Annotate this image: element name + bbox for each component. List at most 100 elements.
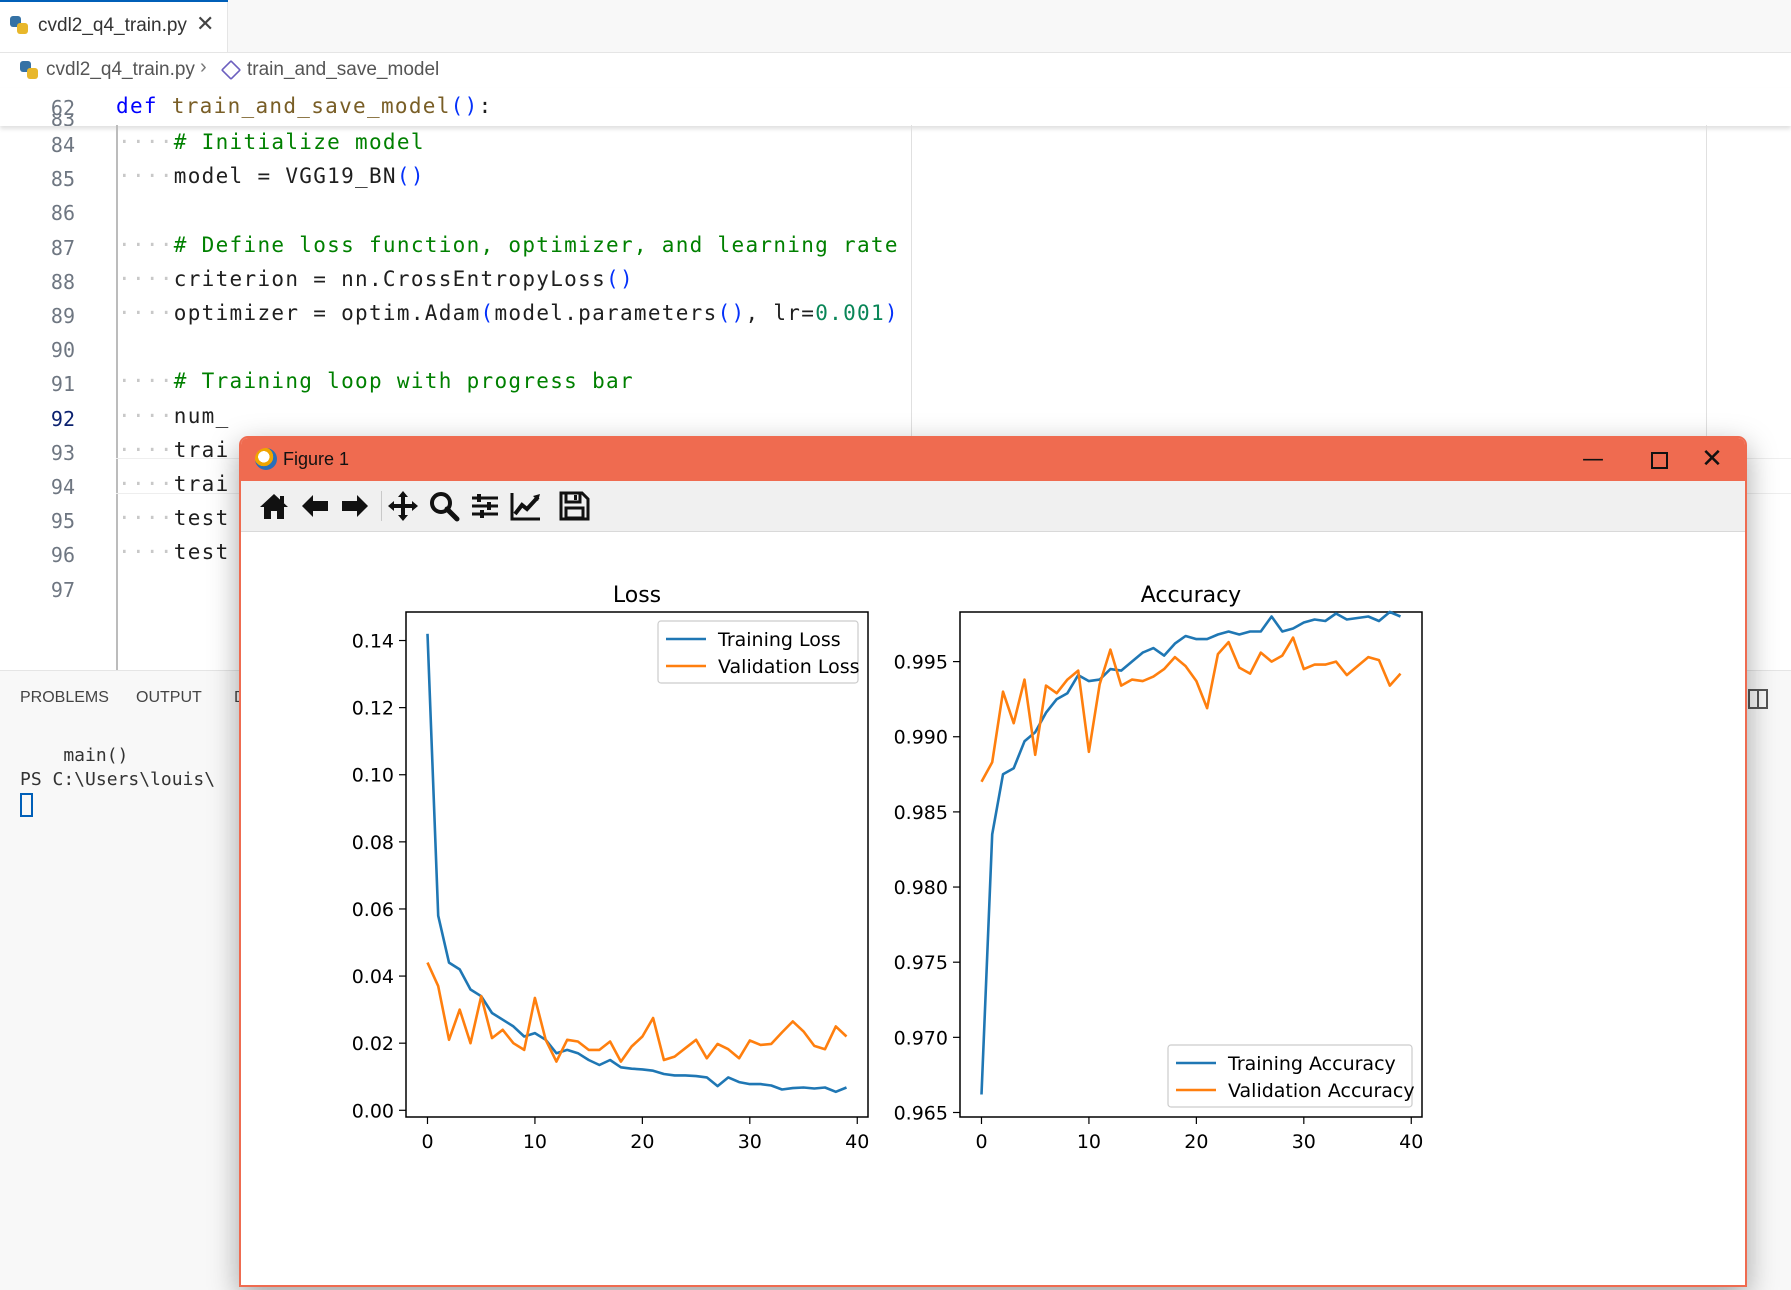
code-line[interactable]: ····trai <box>118 438 230 462</box>
whitespace-dots: ···· <box>118 232 174 257</box>
plot-canvas[interactable]: Loss 0 10 20 30 40 0.00 0.02 0.04 0.06 0.08 0.10 0.1… <box>241 532 1745 1285</box>
code-line[interactable]: ····num_ <box>118 404 230 428</box>
figure-toolbar <box>241 481 1745 532</box>
whitespace-dots: ···· <box>118 437 174 462</box>
matplotlib-icon <box>255 448 277 470</box>
terminal-prompt[interactable]: PS C:\Users\louis\ <box>20 769 216 790</box>
minimize-button[interactable]: — <box>1582 447 1604 472</box>
series-line-training-accuracy <box>980 610 1402 1095</box>
split-panel-icon[interactable] <box>1748 689 1768 709</box>
whitespace-dots: ···· <box>118 164 174 189</box>
back-arrow-icon[interactable] <box>298 490 332 522</box>
code-line[interactable]: ····# Define loss function, optimizer, a… <box>118 233 899 257</box>
legend-label: Validation Accuracy <box>1228 1080 1415 1102</box>
whitespace-dots: ···· <box>118 130 174 154</box>
figure-title-bar[interactable]: Figure 1 — ✕ <box>241 438 1745 481</box>
pan-icon[interactable] <box>386 490 420 522</box>
breadcrumb-separator-icon: › <box>200 56 207 78</box>
axes-edit-icon[interactable] <box>509 490 543 522</box>
legend-label: Training Accuracy <box>1227 1053 1396 1075</box>
figure-window[interactable]: Figure 1 — ✕ Loss 0 10 20 30 40 0. <box>239 436 1747 1287</box>
x-tick-label: 40 <box>845 1131 869 1153</box>
breadcrumb-function[interactable]: train_and_save_model <box>247 59 440 80</box>
line-number: 92 <box>50 406 75 431</box>
legend-box <box>657 620 859 684</box>
line-number: 85 <box>50 167 75 192</box>
tab-output[interactable]: OUTPUT <box>136 689 202 706</box>
x-tick-label: 20 <box>630 1131 654 1153</box>
sticky-scroll-line[interactable]: 62 def train_and_save_model(): <box>0 88 1791 126</box>
line-number: 89 <box>50 304 75 328</box>
y-tick-label: 0.14 <box>352 631 394 653</box>
indent-guide <box>116 125 118 670</box>
maximize-button[interactable] <box>1626 438 1692 481</box>
tab-problems[interactable]: PROBLEMS <box>20 689 109 706</box>
code-token: num_ <box>173 403 230 428</box>
save-icon[interactable] <box>557 490 591 522</box>
line-number: 94 <box>50 475 75 499</box>
code-line[interactable]: ····test <box>118 506 230 530</box>
x-tick-label: 10 <box>523 1131 547 1153</box>
x-tick-label: 0 <box>975 1131 987 1153</box>
subplots-config-icon[interactable] <box>468 490 502 522</box>
code-token: ) <box>884 301 899 325</box>
line-number: 95 <box>50 509 75 534</box>
code-line[interactable]: ····trai <box>118 472 230 496</box>
forward-arrow-icon[interactable] <box>338 490 372 522</box>
code-line[interactable]: ····test <box>118 540 230 564</box>
editor-tab-bar: cvdl2_q4_train.py ✕ <box>0 0 1791 53</box>
maximize-icon <box>1650 451 1668 469</box>
charts-svg: Loss 0 10 20 30 40 0.00 0.02 0.04 0.06 0.08 0.10 0.1… <box>352 583 1424 1153</box>
axes-frame <box>959 611 1423 1118</box>
partial-line-number: 83 <box>50 114 75 126</box>
legend-label: Training Loss <box>717 629 841 651</box>
legend-label: Validation Loss <box>718 656 860 678</box>
code-line[interactable]: ····# Initialize model <box>118 130 425 154</box>
close-button[interactable]: ✕ <box>1701 444 1723 474</box>
tab-title: cvdl2_q4_train.py <box>38 15 187 36</box>
code-line[interactable]: ····# Training loop with progress bar <box>118 369 634 393</box>
home-icon[interactable] <box>257 490 291 522</box>
editor-ruler <box>1706 125 1707 670</box>
code-line[interactable]: ····optimizer = optim.Adam(model.paramet… <box>118 301 899 325</box>
breadcrumb-file[interactable]: cvdl2_q4_train.py <box>46 59 195 80</box>
line-number: 91 <box>50 372 75 397</box>
x-tick-label: 10 <box>1077 1131 1101 1153</box>
tab-close-icon[interactable]: ✕ <box>196 12 215 37</box>
code-token: 0.001 <box>815 301 885 325</box>
code-line[interactable]: ····model = VGG19_BN() <box>118 164 425 188</box>
y-tick-label: 0.06 <box>352 899 394 921</box>
editor-ruler <box>911 125 912 670</box>
y-tick-label: 0.08 <box>352 832 394 854</box>
code-line[interactable]: ····criterion = nn.CrossEntropyLoss() <box>118 267 634 291</box>
zoom-icon[interactable] <box>427 490 461 522</box>
terminal-cursor <box>20 793 33 817</box>
sticky-code: def train_and_save_model(): <box>116 94 493 118</box>
function-name: train_and_save_model <box>171 94 451 118</box>
y-tick-label: 0.10 <box>352 765 394 787</box>
line-number: 86 <box>50 201 75 226</box>
line-number: 62 <box>50 96 75 120</box>
keyword-def: def <box>116 94 158 118</box>
line-number: 87 <box>50 235 75 260</box>
terminal-line: main() <box>20 745 129 766</box>
y-tick-label: 0.980 <box>894 877 948 899</box>
code-token: optimizer = optim.Adam <box>173 301 481 325</box>
editor-tab[interactable]: cvdl2_q4_train.py ✕ <box>0 0 228 52</box>
line-number: 90 <box>50 338 75 363</box>
code-token: () <box>606 266 634 291</box>
chart-title: Loss <box>613 583 661 608</box>
python-file-icon <box>20 61 38 79</box>
code-token: model.parameters <box>494 301 718 325</box>
whitespace-dots: ···· <box>118 403 174 428</box>
chart-title: Accuracy <box>1141 583 1241 608</box>
line-number: 97 <box>50 577 75 602</box>
figure-title: Figure 1 <box>283 449 350 469</box>
breadcrumb: cvdl2_q4_train.py › train_and_save_model <box>0 53 1791 87</box>
whitespace-dots: ···· <box>118 472 174 496</box>
whitespace-dots: ···· <box>118 369 174 394</box>
parens: () <box>450 94 479 118</box>
code-token: trai <box>173 472 230 496</box>
line-number: 93 <box>50 440 75 465</box>
x-tick-label: 30 <box>1292 1131 1316 1153</box>
